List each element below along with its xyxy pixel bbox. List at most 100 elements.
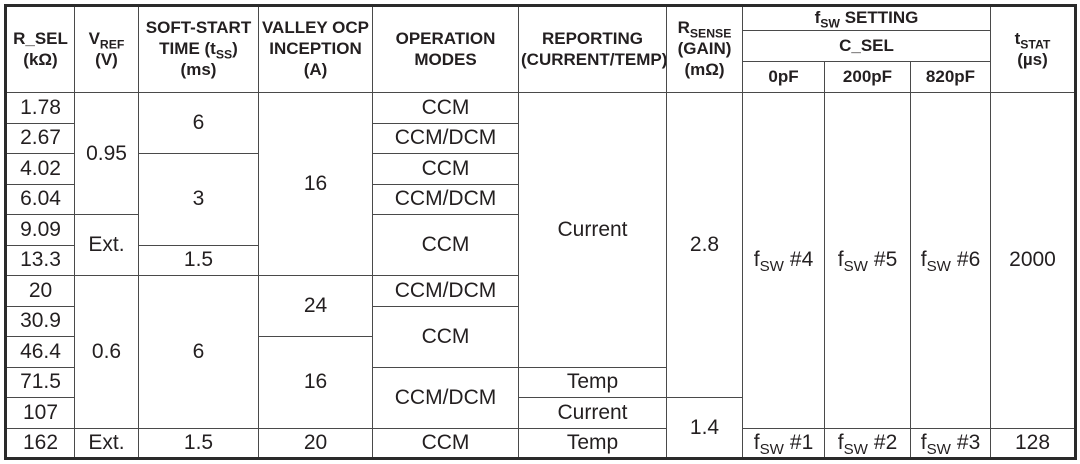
col-header-reporting: REPORTING (CURRENT/TEMP)	[518, 5, 667, 93]
r-sel-cell: 162	[5, 427, 75, 459]
header-label: MODES	[414, 49, 477, 69]
header-unit: (µs)	[1017, 49, 1048, 69]
v-ref-cell: Ext.	[74, 427, 139, 459]
reporting-cell: Temp	[518, 366, 667, 398]
header-label: REPORTING	[541, 28, 644, 48]
header-unit: (ms)	[180, 59, 217, 79]
r-sel-cell: 20	[5, 275, 75, 307]
operation-mode-cell: CCM/DCM	[372, 183, 519, 215]
header-label: VREF	[88, 28, 125, 52]
header-label: tSTAT	[1014, 28, 1051, 52]
table-row: 30.9 CCM	[5, 305, 1076, 368]
reporting-cell: Temp	[518, 427, 667, 459]
table-row: 2.67 CCM/DCM	[5, 122, 1076, 154]
fsw-200pf-cell: fSW #5	[824, 92, 911, 429]
r-sel-cell: 107	[5, 397, 75, 429]
fsw-0pf-cell: fSW #1	[742, 427, 825, 459]
soft-start-cell: 3	[138, 153, 259, 246]
soft-start-cell: 1.5	[138, 427, 259, 459]
header-label: OPERATION	[395, 28, 496, 48]
header-label: RSENSE	[677, 18, 732, 41]
header-row-1: R_SEL (kΩ) VREF (V) SOFT-START TIME (tSS…	[5, 5, 1076, 93]
fsw-820pf-cell: fSW #6	[910, 92, 991, 429]
col-header-fsw-setting: fSW SETTING	[742, 5, 991, 31]
operation-mode-cell: CCM	[372, 305, 519, 368]
soft-start-cell: 6	[138, 275, 259, 429]
r-sel-cell: 46.4	[5, 336, 75, 368]
header-label: 0pF	[768, 66, 799, 86]
col-header-soft-start: SOFT-START TIME (tSS) (ms)	[138, 5, 259, 93]
operation-mode-cell: CCM	[372, 92, 519, 124]
col-header-valley-ocp: VALLEY OCP INCEPTION (A)	[258, 5, 373, 93]
table-row: 9.09 Ext. CCM	[5, 214, 1076, 276]
col-header-r-sense: RSENSE (GAIN) (mΩ)	[666, 5, 743, 93]
r-sel-cell: 71.5	[5, 366, 75, 398]
col-header-c-sel: C_SEL	[742, 30, 991, 62]
col-header-t-stat: tSTAT (µs)	[990, 5, 1076, 93]
r-sel-cell: 30.9	[5, 305, 75, 337]
header-label: 820pF	[925, 66, 976, 86]
header-row-2: C_SEL	[6, 30, 1076, 62]
soft-start-cell: 1.5	[138, 244, 259, 276]
t-stat-cell: 2000	[990, 92, 1076, 429]
col-header-0pf: 0pF	[742, 61, 825, 93]
header-label: C_SEL	[839, 35, 894, 55]
v-ref-cell: Ext.	[74, 214, 139, 276]
header-label: fSW SETTING	[814, 8, 919, 31]
operation-mode-cell: CCM/DCM	[372, 275, 519, 307]
header-label: (CURRENT/TEMP)	[521, 49, 667, 69]
header-label: TIME (tSS)	[159, 39, 238, 62]
r-sense-cell: 2.8	[666, 92, 743, 398]
operation-mode-cell: CCM/DCM	[372, 366, 519, 429]
table-row: 71.5 CCM/DCM Temp	[5, 366, 1076, 429]
col-header-v-ref: VREF (V)	[74, 5, 139, 93]
header-unit: (A)	[303, 59, 328, 79]
operation-mode-cell: CCM	[372, 427, 519, 459]
r-sel-cell: 6.04	[5, 183, 75, 215]
header-unit: (V)	[95, 49, 118, 69]
valley-ocp-cell: 16	[258, 92, 373, 276]
r-sel-cell: 9.09	[5, 214, 75, 246]
valley-ocp-cell: 20	[258, 427, 373, 459]
table-row: 162 Ext. 1.5 20 CCM Temp fSW #1 fSW #2 fSW…	[5, 427, 1076, 459]
valley-ocp-cell: 24	[258, 275, 373, 337]
col-header-820pf: 820pF	[910, 61, 991, 93]
r-sense-cell: 1.4	[666, 397, 743, 459]
table-row: 46.4 16	[5, 336, 1076, 429]
soft-start-cell: 6	[138, 92, 259, 154]
table-body: 1.78 0.95 6 16 CCM Current 2.8 fSW #4 fSW…	[5, 92, 1076, 459]
table-row: 13.3 1.5	[5, 244, 1076, 276]
r-sel-cell: 2.67	[5, 122, 75, 154]
header-row-3: 0pF 200pF 820pF	[6, 61, 1076, 93]
r-sel-cell: 1.78	[5, 92, 75, 124]
reporting-cell: Current	[518, 397, 667, 429]
col-header-operation-modes: OPERATION MODES	[372, 5, 519, 93]
table-header: R_SEL (kΩ) VREF (V) SOFT-START TIME (tSS…	[5, 5, 1076, 93]
fsw-0pf-cell: fSW #4	[742, 92, 825, 429]
resistor-configuration-table: R_SEL (kΩ) VREF (V) SOFT-START TIME (tSS…	[4, 4, 1077, 460]
header-label: SOFT-START	[145, 18, 252, 38]
operation-mode-cell: CCM	[372, 153, 519, 185]
operation-mode-cell: CCM	[372, 214, 519, 276]
t-stat-cell: 128	[990, 427, 1076, 459]
r-sel-cell: 13.3	[5, 244, 75, 276]
col-header-r-sel: R_SEL (kΩ)	[5, 5, 75, 93]
reporting-cell: Current	[518, 92, 667, 368]
r-sel-cell: 4.02	[5, 153, 75, 185]
header-label: 200pF	[842, 66, 893, 86]
v-ref-cell: 0.95	[74, 92, 139, 215]
header-label: INCEPTION	[269, 39, 362, 59]
table-row: 20 0.6 6 24 CCM/DCM	[5, 275, 1076, 429]
header-unit: (mΩ)	[684, 59, 725, 79]
header-label: R_SEL	[13, 28, 68, 48]
v-ref-cell: 0.6	[74, 275, 139, 429]
fsw-820pf-cell: fSW #3	[910, 427, 991, 459]
header-label: VALLEY OCP	[261, 18, 370, 38]
operation-mode-cell: CCM/DCM	[372, 122, 519, 154]
header-unit: (kΩ)	[23, 49, 58, 69]
fsw-200pf-cell: fSW #2	[824, 427, 911, 459]
col-header-200pf: 200pF	[824, 61, 911, 93]
valley-ocp-cell: 16	[258, 336, 373, 429]
table-row: 1.78 0.95 6 16 CCM Current 2.8 fSW #4 fSW…	[5, 92, 1076, 429]
